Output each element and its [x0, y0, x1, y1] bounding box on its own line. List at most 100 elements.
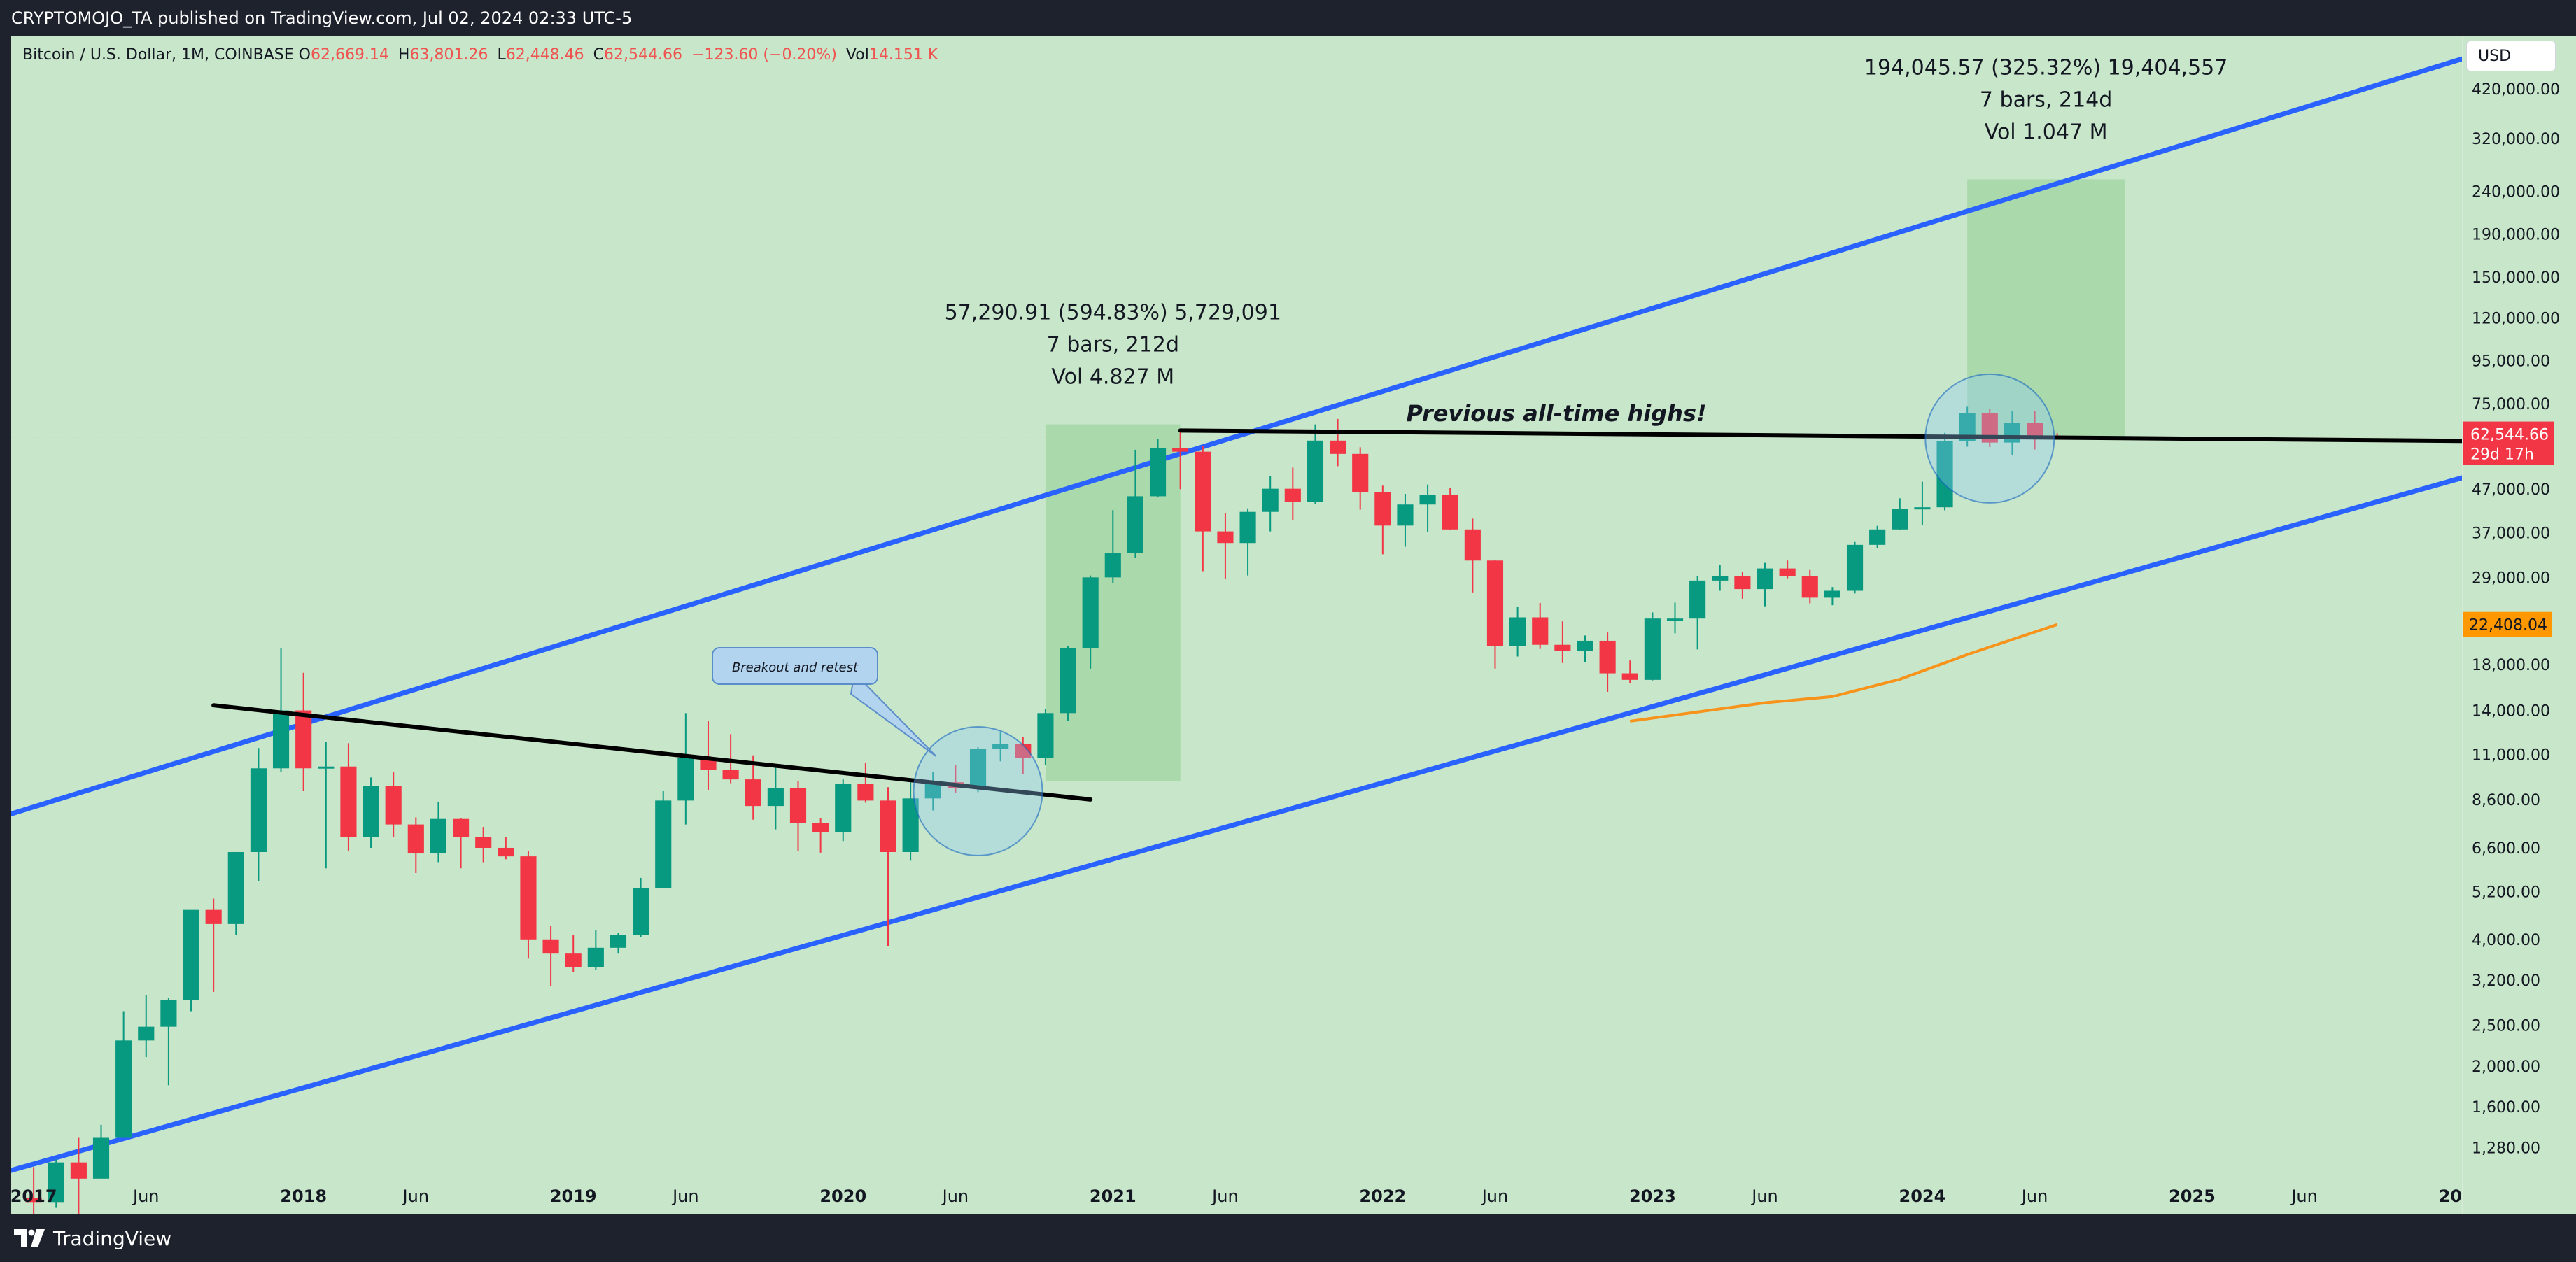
candle-body — [1959, 413, 1976, 441]
candle-body — [430, 818, 447, 854]
time-axis-label: Jun — [671, 1186, 699, 1206]
range-label-1-2: 7 bars, 212d — [1047, 333, 1179, 357]
price-axis-label: 4,000.00 — [2472, 932, 2540, 949]
symbol-label: Bitcoin / U.S. Dollar, 1M, COINBASE — [22, 46, 294, 64]
change-value: −123.60 (−0.20%) — [691, 46, 837, 64]
time-axis-label: 2019 — [550, 1186, 597, 1206]
candle-body — [1015, 744, 1032, 758]
time-axis-label: 2023 — [1629, 1186, 1676, 1206]
candle-body — [1892, 509, 1908, 530]
candle-body — [857, 784, 874, 801]
candle-body — [453, 818, 470, 837]
moving-average-line — [1629, 623, 2058, 723]
price-axis-label: 75,000.00 — [2472, 396, 2550, 413]
time-axis-label: Jun — [132, 1186, 160, 1206]
price-axis-label: 47,000.00 — [2472, 481, 2550, 499]
high-label: H — [397, 46, 410, 64]
range-label-2-3: Vol 1.047 M — [1985, 120, 2108, 144]
price-axis-label: 1,600.00 — [2472, 1099, 2540, 1116]
candle-body — [295, 710, 312, 769]
candle-body — [520, 856, 537, 940]
countdown-label: 29d 17h — [2470, 446, 2534, 464]
open-value: 62,669.14 — [310, 46, 389, 64]
vol-label: Vol — [845, 46, 869, 64]
breakout-callout-box — [712, 647, 878, 685]
last-price-label: 62,544.66 — [2470, 427, 2549, 444]
candle-body — [1284, 488, 1301, 502]
candle-body — [1824, 590, 1840, 598]
candle-body — [924, 782, 941, 799]
candle-body — [1712, 576, 1729, 581]
candle-body — [250, 768, 267, 852]
candle-body — [318, 766, 335, 769]
candle-body — [1464, 529, 1481, 561]
candle-body — [160, 1000, 177, 1027]
candle-body — [1577, 640, 1593, 651]
price-axis-label: 2,000.00 — [2472, 1058, 2540, 1076]
candle-body — [1599, 640, 1616, 674]
candle-body — [1330, 440, 1346, 454]
candle-body — [227, 851, 244, 924]
range-label-2-1: 194,045.57 (325.32%) 19,404,557 — [1864, 55, 2228, 80]
candle-body — [1442, 495, 1458, 530]
candle-body — [385, 786, 402, 825]
candle-body — [205, 909, 222, 924]
ath-trendline — [1178, 428, 2462, 444]
chart-canvas[interactable]: 57,290.91 (594.83%) 5,729,091 7 bars, 212… — [11, 36, 2462, 1214]
candle-body — [1149, 448, 1167, 497]
time-axis-label: 2022 — [1359, 1186, 1406, 1206]
candle-body — [1374, 492, 1391, 526]
range-label-2-2: 7 bars, 214d — [1980, 87, 2112, 112]
candle-body — [655, 800, 672, 888]
candle-body — [1104, 553, 1121, 578]
candle-body — [1419, 495, 1436, 505]
candle-body — [587, 947, 604, 967]
time-axis-label: Jun — [1750, 1186, 1778, 1206]
time-axis-label: 2025 — [2169, 1186, 2216, 1206]
candle-body — [1554, 644, 1571, 651]
descending-trendline — [211, 703, 1093, 802]
candle-body — [1914, 507, 1931, 510]
candle-body — [992, 744, 1009, 749]
candle-body — [969, 749, 987, 788]
time-axis-label: 2024 — [1899, 1186, 1946, 1206]
time-axis-label: 2020 — [819, 1186, 866, 1206]
candle-body — [1846, 544, 1864, 591]
candle-body — [1689, 580, 1706, 619]
candle-body — [363, 786, 379, 837]
candle-body — [1262, 488, 1279, 512]
candle-body — [1307, 440, 1324, 502]
price-axis-label: 95,000.00 — [2472, 353, 2550, 370]
candle-body — [1644, 618, 1661, 680]
price-axis-label: 5,200.00 — [2472, 884, 2540, 901]
candle-body — [1037, 713, 1054, 758]
breakout-callout-text: Breakout and retest — [732, 660, 859, 675]
price-axis-label: 18,000.00 — [2472, 657, 2550, 674]
candle-body — [1666, 618, 1684, 621]
price-scale[interactable]: 420,000.00 320,000.00 240,000.00 190,000.00… — [2462, 36, 2576, 1214]
tradingview-logo-icon — [14, 1229, 45, 1247]
chart-pane[interactable]: 57,290.91 (594.83%) 5,729,091 7 bars, 212… — [11, 36, 2462, 1214]
time-axis-label: Jun — [2290, 1186, 2318, 1206]
price-axis-label: 14,000.00 — [2472, 703, 2550, 721]
candle-body — [1217, 531, 1234, 544]
price-axis-label: 29,000.00 — [2472, 569, 2550, 587]
candle-body — [677, 758, 694, 801]
candle-body — [25, 1198, 42, 1203]
candle-body — [1869, 529, 1886, 545]
candle-body — [1621, 673, 1638, 680]
candle-body — [1127, 496, 1143, 553]
candle-body — [542, 939, 559, 954]
candle-body — [340, 766, 357, 837]
close-label: C — [593, 46, 605, 64]
highlight-circle-1 — [913, 725, 1043, 856]
time-axis-label: 2021 — [1090, 1186, 1136, 1206]
price-axis-label: 37,000.00 — [2472, 525, 2550, 543]
ohlc-legend: Bitcoin / U.S. Dollar, 1M, COINBASE O62,… — [22, 46, 942, 64]
candle-body — [812, 823, 829, 832]
open-label: O — [298, 46, 311, 64]
currency-badge[interactable]: USD — [2466, 41, 2556, 71]
tradingview-logo[interactable]: TradingView — [14, 1226, 171, 1251]
time-axis-label: Jun — [2020, 1186, 2048, 1206]
candle-body — [498, 847, 514, 857]
